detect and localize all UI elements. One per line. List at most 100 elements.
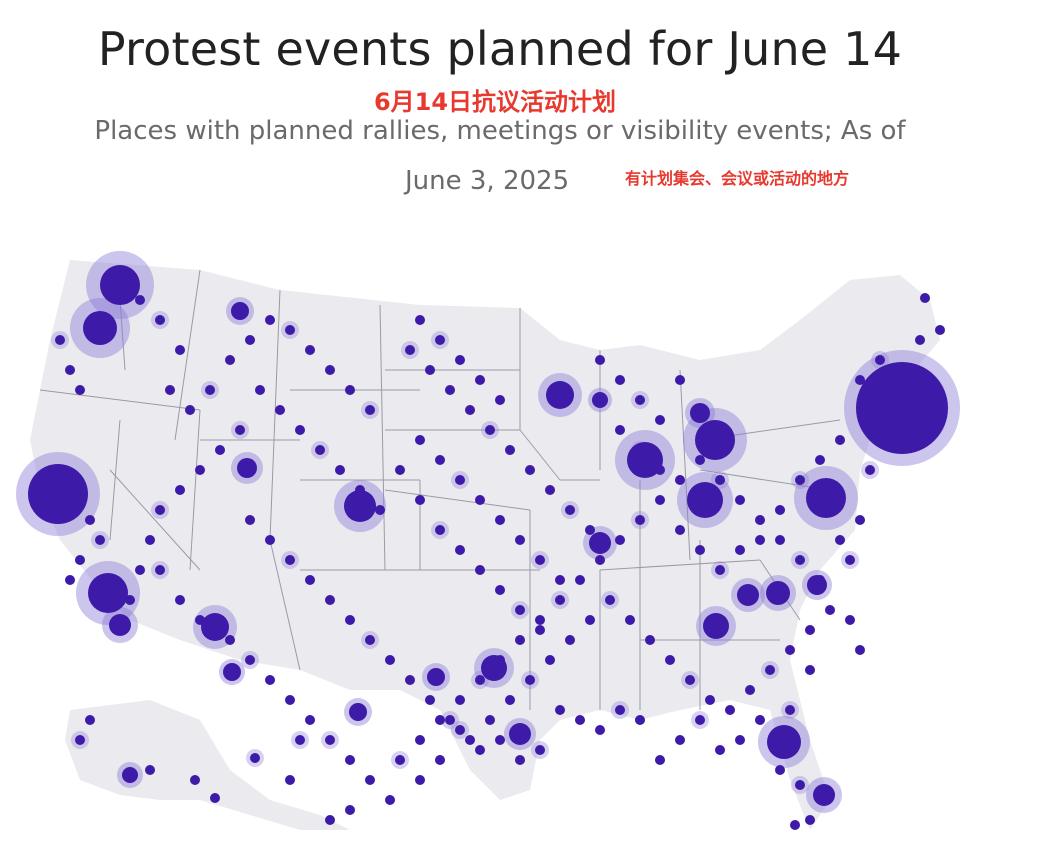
event-marker[interactable] xyxy=(190,775,200,785)
event-marker[interactable] xyxy=(525,675,535,685)
event-cluster-marker[interactable] xyxy=(589,532,611,554)
event-marker[interactable] xyxy=(345,615,355,625)
event-marker[interactable] xyxy=(475,375,485,385)
event-marker[interactable] xyxy=(175,485,185,495)
event-marker[interactable] xyxy=(575,715,585,725)
event-marker[interactable] xyxy=(415,315,425,325)
event-marker[interactable] xyxy=(175,345,185,355)
event-cluster-marker[interactable] xyxy=(231,302,249,320)
event-cluster-marker[interactable] xyxy=(427,668,445,686)
event-marker[interactable] xyxy=(515,635,525,645)
event-marker[interactable] xyxy=(205,385,215,395)
event-marker[interactable] xyxy=(75,385,85,395)
event-marker[interactable] xyxy=(85,715,95,725)
event-marker[interactable] xyxy=(525,465,535,475)
event-marker[interactable] xyxy=(505,695,515,705)
event-marker[interactable] xyxy=(475,495,485,505)
event-marker[interactable] xyxy=(495,655,505,665)
event-cluster-marker[interactable] xyxy=(767,725,801,759)
event-marker[interactable] xyxy=(515,605,525,615)
event-marker[interactable] xyxy=(795,780,805,790)
event-marker[interactable] xyxy=(855,645,865,655)
event-cluster-marker[interactable] xyxy=(223,663,241,681)
event-marker[interactable] xyxy=(485,425,495,435)
event-cluster-marker[interactable] xyxy=(690,403,710,423)
event-cluster-marker[interactable] xyxy=(100,265,140,305)
event-marker[interactable] xyxy=(135,565,145,575)
event-marker[interactable] xyxy=(705,695,715,705)
event-marker[interactable] xyxy=(715,565,725,575)
event-marker[interactable] xyxy=(775,535,785,545)
event-marker[interactable] xyxy=(825,605,835,615)
event-marker[interactable] xyxy=(465,405,475,415)
event-marker[interactable] xyxy=(835,435,845,445)
event-marker[interactable] xyxy=(325,365,335,375)
event-marker[interactable] xyxy=(145,765,155,775)
event-marker[interactable] xyxy=(155,565,165,575)
event-marker[interactable] xyxy=(745,685,755,695)
event-marker[interactable] xyxy=(405,675,415,685)
event-marker[interactable] xyxy=(695,715,705,725)
event-marker[interactable] xyxy=(465,735,475,745)
event-marker[interactable] xyxy=(495,735,505,745)
event-marker[interactable] xyxy=(285,775,295,785)
event-marker[interactable] xyxy=(815,575,825,585)
event-marker[interactable] xyxy=(835,535,845,545)
event-marker[interactable] xyxy=(435,755,445,765)
event-marker[interactable] xyxy=(155,315,165,325)
event-cluster-marker[interactable] xyxy=(509,723,531,745)
event-marker[interactable] xyxy=(735,495,745,505)
event-cluster-marker[interactable] xyxy=(546,381,574,409)
event-marker[interactable] xyxy=(185,405,195,415)
event-marker[interactable] xyxy=(345,805,355,815)
event-marker[interactable] xyxy=(605,595,615,605)
event-marker[interactable] xyxy=(415,735,425,745)
event-marker[interactable] xyxy=(135,295,145,305)
event-marker[interactable] xyxy=(535,615,545,625)
event-marker[interactable] xyxy=(695,545,705,555)
event-marker[interactable] xyxy=(555,575,565,585)
event-marker[interactable] xyxy=(295,735,305,745)
event-marker[interactable] xyxy=(345,385,355,395)
event-marker[interactable] xyxy=(615,375,625,385)
event-marker[interactable] xyxy=(325,595,335,605)
event-marker[interactable] xyxy=(265,315,275,325)
event-marker[interactable] xyxy=(195,465,205,475)
event-marker[interactable] xyxy=(565,635,575,645)
event-marker[interactable] xyxy=(415,775,425,785)
event-marker[interactable] xyxy=(655,495,665,505)
event-marker[interactable] xyxy=(425,695,435,705)
event-marker[interactable] xyxy=(365,405,375,415)
event-marker[interactable] xyxy=(285,695,295,705)
event-marker[interactable] xyxy=(55,335,65,345)
event-marker[interactable] xyxy=(665,655,675,665)
event-marker[interactable] xyxy=(595,725,605,735)
event-marker[interactable] xyxy=(365,635,375,645)
event-marker[interactable] xyxy=(325,735,335,745)
event-marker[interactable] xyxy=(305,345,315,355)
event-marker[interactable] xyxy=(495,585,505,595)
event-cluster-marker[interactable] xyxy=(349,703,367,721)
event-marker[interactable] xyxy=(555,705,565,715)
event-marker[interactable] xyxy=(395,755,405,765)
event-marker[interactable] xyxy=(515,755,525,765)
event-cluster-marker[interactable] xyxy=(109,614,131,636)
event-marker[interactable] xyxy=(245,335,255,345)
event-marker[interactable] xyxy=(575,575,585,585)
event-marker[interactable] xyxy=(365,775,375,785)
event-marker[interactable] xyxy=(165,385,175,395)
event-marker[interactable] xyxy=(305,575,315,585)
event-marker[interactable] xyxy=(225,635,235,645)
event-marker[interactable] xyxy=(65,575,75,585)
event-marker[interactable] xyxy=(565,505,575,515)
event-marker[interactable] xyxy=(555,595,565,605)
event-marker[interactable] xyxy=(425,365,435,375)
event-marker[interactable] xyxy=(635,445,645,455)
event-marker[interactable] xyxy=(495,515,505,525)
event-marker[interactable] xyxy=(795,475,805,485)
event-marker[interactable] xyxy=(435,525,445,535)
event-marker[interactable] xyxy=(215,445,225,455)
event-marker[interactable] xyxy=(485,715,495,725)
event-marker[interactable] xyxy=(755,535,765,545)
event-marker[interactable] xyxy=(455,725,465,735)
